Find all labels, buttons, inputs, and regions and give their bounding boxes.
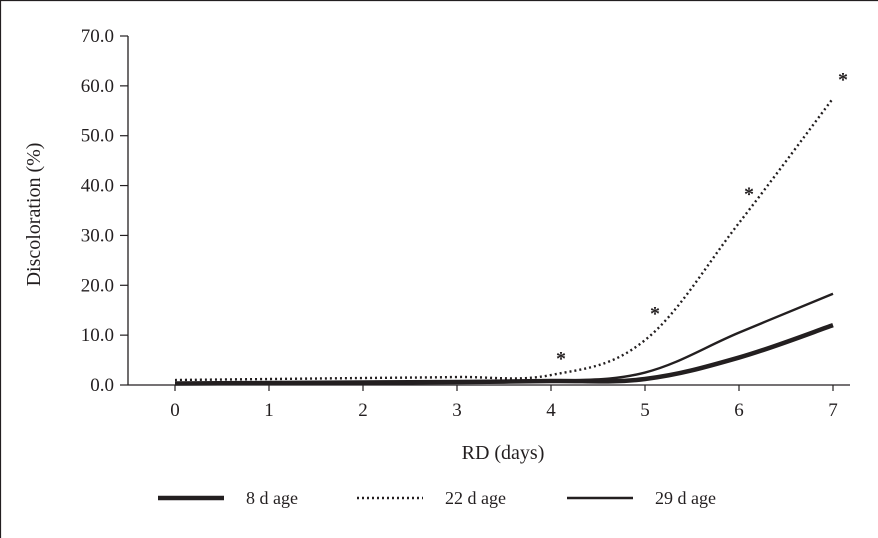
x-axis-title: RD (days) (462, 442, 545, 464)
y-axis-title: Discoloration (%) (23, 143, 45, 287)
legend-label: 8 d age (246, 488, 298, 508)
y-tick-label: 60.0 (81, 76, 114, 97)
y-tick-label: 70.0 (81, 26, 114, 47)
legend-label: 29 d age (655, 488, 716, 508)
x-tick-label: 3 (452, 400, 462, 421)
significance-markers: * * * * (556, 69, 848, 370)
y-tick-label: 30.0 (81, 225, 114, 246)
series-line-29-d-age (174, 292, 834, 386)
y-tick-label: 20.0 (81, 275, 114, 296)
significance-asterisk: * (838, 69, 848, 91)
series-line-22-d-age (174, 97, 834, 382)
legend-label: 22 d age (445, 488, 506, 508)
x-tick-label: 6 (734, 400, 744, 421)
x-tick-label: 0 (170, 400, 180, 421)
x-tick-label: 1 (264, 400, 274, 421)
legend: 8 d age 22 d age 29 d age (158, 488, 716, 508)
x-tick-label: 5 (640, 400, 650, 421)
significance-asterisk: * (744, 184, 754, 206)
series-lines (174, 97, 834, 386)
y-tick-label: 10.0 (81, 325, 114, 346)
y-tick-label: 40.0 (81, 176, 114, 197)
y-tick-label: 50.0 (81, 126, 114, 147)
significance-asterisk: * (556, 348, 566, 370)
x-tick-label: 7 (828, 400, 838, 421)
x-tick-label: 4 (546, 400, 556, 421)
axis-ticks: 0.0 10.0 20.0 30.0 40.0 50.0 60.0 70.0 0 1 2 3 4 5 6 7 (81, 26, 838, 421)
significance-asterisk: * (650, 303, 660, 325)
y-tick-label: 0.0 (90, 375, 114, 396)
x-tick-label: 2 (358, 400, 368, 421)
